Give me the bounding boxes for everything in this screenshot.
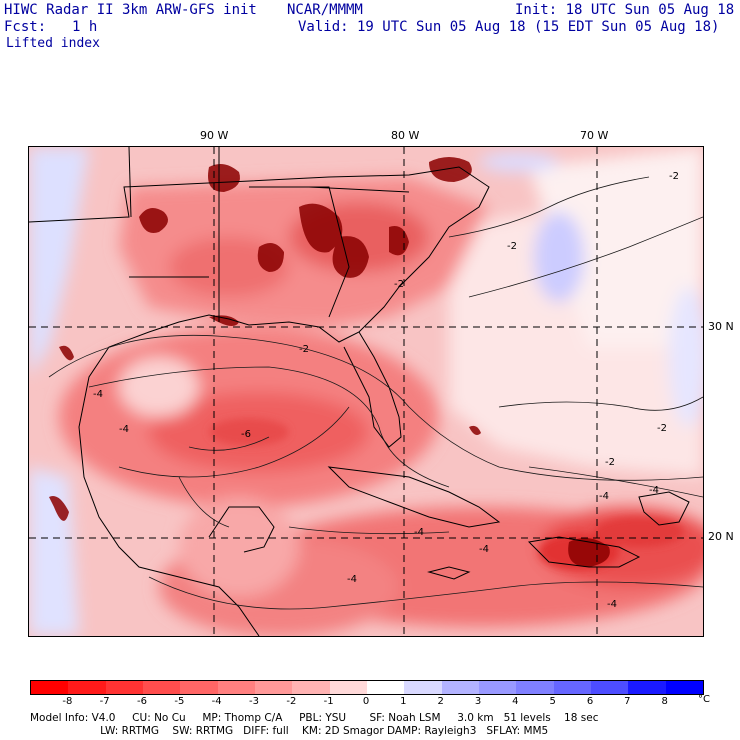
lon-label-70w: 70 W bbox=[580, 129, 609, 142]
contour-label-group: -2 -2 -2 -2 -2 -2 -4 -4 -4 -4 -4 -4 -4 -… bbox=[93, 171, 679, 610]
model-info-line1: Model Info: V4.0 CU: No Cu MP: Thomp C/A… bbox=[30, 712, 599, 724]
contour-label: -2 bbox=[507, 241, 517, 252]
color-swatch bbox=[31, 681, 69, 694]
org-label: NCAR/MMMM bbox=[287, 2, 363, 18]
init-time: Init: 18 UTC Sun 05 Aug 18 bbox=[515, 2, 735, 18]
lat-label-20n: 20 N bbox=[708, 530, 734, 543]
contour-label: -4 bbox=[119, 424, 129, 435]
contour-label: -4 bbox=[649, 485, 659, 496]
color-scale-tick-label: 2 bbox=[437, 696, 444, 707]
model-title: HIWC Radar II 3km ARW-GFS init bbox=[4, 2, 257, 18]
lon-label-80w: 80 W bbox=[391, 129, 420, 142]
color-scale-tick-label: -4 bbox=[211, 696, 222, 707]
map-canvas: -2 -2 -2 -2 -2 -2 -4 -4 -4 -4 -4 -4 -4 -… bbox=[29, 147, 703, 636]
contour-label: -2 bbox=[299, 344, 309, 355]
color-scale-tick-label: -5 bbox=[174, 696, 185, 707]
color-scale-tick-label: 3 bbox=[474, 696, 482, 707]
color-scale-labels: -8 -7 -6 -5 -4 -3 -2 -1 0 1 2 3 4 5 6 7 8 bbox=[30, 696, 702, 708]
color-scale-tick-label: -2 bbox=[286, 696, 297, 707]
color-scale-tick-label: -1 bbox=[323, 696, 334, 707]
color-scale-tick-label: -7 bbox=[99, 696, 110, 707]
unit-label: °C bbox=[698, 694, 710, 705]
color-scale-tick-label: -8 bbox=[62, 696, 73, 707]
contour-label: -2 bbox=[605, 457, 615, 468]
color-scale-tick-label: 0 bbox=[362, 696, 370, 707]
color-swatch bbox=[553, 681, 591, 694]
contour-label: -2 bbox=[394, 279, 404, 290]
color-swatch bbox=[254, 681, 293, 694]
model-info-line2: LW: RRTMG SW: RRTMG DIFF: full KM: 2D Sm… bbox=[30, 725, 549, 737]
color-swatch bbox=[68, 681, 106, 694]
radar-echoes bbox=[49, 157, 610, 567]
color-swatch bbox=[404, 681, 442, 694]
contour-label: -4 bbox=[599, 491, 609, 502]
lifted-index-map: -2 -2 -2 -2 -2 -2 -4 -4 -4 -4 -4 -4 -4 -… bbox=[28, 146, 704, 637]
color-swatch bbox=[329, 681, 367, 694]
fcst-label: Fcst: bbox=[4, 19, 47, 35]
contour-lines bbox=[48, 176, 703, 610]
contour-label: -6 bbox=[241, 429, 251, 440]
color-scale-tick-label: 5 bbox=[549, 696, 556, 707]
color-scale-tick-label: 1 bbox=[400, 696, 407, 707]
color-swatch bbox=[628, 681, 666, 694]
contour-label: -4 bbox=[479, 544, 489, 555]
fcst-value: 1 h bbox=[72, 19, 98, 35]
color-scale-tick-label: 6 bbox=[586, 696, 594, 707]
color-swatch bbox=[180, 681, 218, 694]
color-scale-tick-label: -3 bbox=[249, 696, 259, 707]
color-swatch bbox=[292, 681, 330, 694]
contour-label: -4 bbox=[607, 599, 617, 610]
contour-label: -4 bbox=[414, 527, 424, 538]
color-swatch bbox=[366, 681, 405, 694]
contour-label: -2 bbox=[669, 171, 679, 182]
contour-label: -4 bbox=[347, 574, 357, 585]
color-swatch bbox=[441, 681, 479, 694]
lat-label-30n: 30 N bbox=[708, 320, 734, 333]
contour-label: -2 bbox=[657, 423, 667, 434]
color-scale-bar bbox=[30, 680, 704, 695]
color-swatch bbox=[478, 681, 517, 694]
color-scale-tick-label: 8 bbox=[661, 696, 668, 707]
color-scale-tick-label: 7 bbox=[624, 696, 631, 707]
color-swatch bbox=[516, 681, 554, 694]
valid-time: Valid: 19 UTC Sun 05 Aug 18 (15 EDT Sun … bbox=[298, 19, 720, 35]
color-swatch bbox=[142, 681, 181, 694]
lon-label-90w: 90 W bbox=[200, 129, 229, 142]
color-scale-tick-label: 4 bbox=[512, 696, 519, 707]
color-swatch bbox=[590, 681, 629, 694]
color-scale-tick-label: -6 bbox=[137, 696, 147, 707]
coastlines bbox=[29, 147, 690, 636]
color-swatch bbox=[665, 681, 703, 694]
graticule bbox=[29, 147, 703, 636]
color-swatch bbox=[217, 681, 255, 694]
contour-label: -4 bbox=[93, 389, 103, 400]
color-swatch bbox=[105, 681, 143, 694]
field-name: Lifted index bbox=[6, 36, 100, 51]
